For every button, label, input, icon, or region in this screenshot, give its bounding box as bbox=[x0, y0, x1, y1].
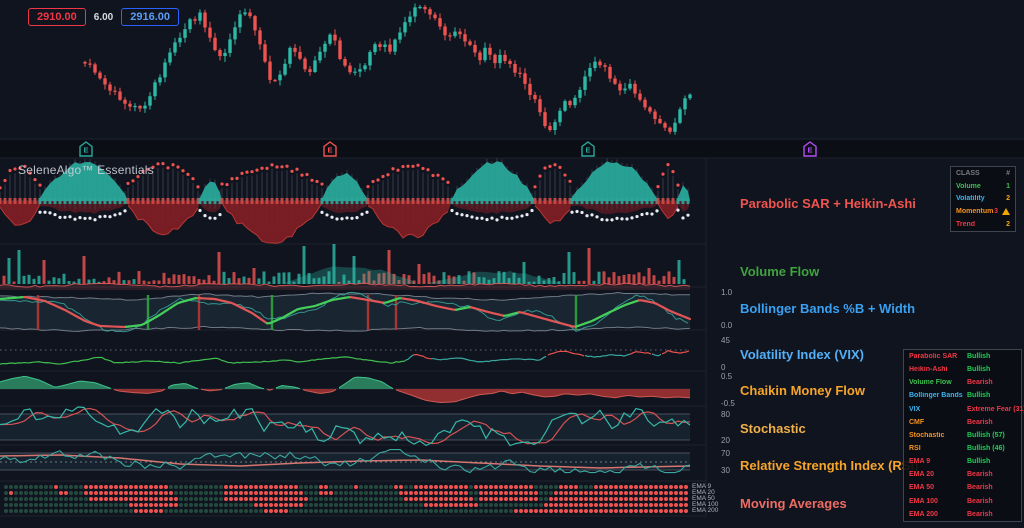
ema-legend-label: EMA 100 bbox=[692, 501, 719, 508]
price-spread-value: 6.00 bbox=[93, 11, 114, 23]
status-row-stochastic: Stochastic Bullish (57) bbox=[909, 431, 1005, 439]
ema-legend-label: EMA 9 bbox=[692, 483, 712, 490]
panel-label-bollinger-bands-b-width: Bollinger Bands %B + Width bbox=[740, 301, 916, 316]
status-row-ema-200: EMA 200 Bearish bbox=[909, 510, 993, 518]
axis-tick-label: 45 bbox=[721, 336, 730, 345]
axis-tick-label: 30 bbox=[721, 466, 730, 475]
class-row-momentum: Momentum 3 bbox=[951, 205, 1015, 218]
svg-text:E: E bbox=[83, 146, 88, 155]
axis-tick-label: 20 bbox=[721, 436, 730, 445]
indicator-status-table: Parabolic SAR Bullish Heikin-Ashi Bullish Vo… bbox=[903, 349, 1024, 522]
status-row-vix: VIX Extreme Fear (31) bbox=[909, 405, 1024, 413]
panel-label-parabolic-sar-heikin-ashi: Parabolic SAR + Heikin-Ashi bbox=[740, 196, 916, 211]
class-row-volume: Volume 1 bbox=[956, 182, 1010, 190]
axis-tick-label: 70 bbox=[721, 449, 730, 458]
status-row-parabolic-sar: Parabolic SAR Bullish bbox=[909, 353, 991, 361]
status-row-volume-flow: Volume Flow Bearish bbox=[909, 379, 993, 387]
event-badge-3[interactable]: E bbox=[581, 141, 595, 157]
axis-tick-label: -0.5 bbox=[721, 399, 735, 408]
status-row-bollinger-bands: Bollinger Bands Bullish bbox=[909, 392, 991, 400]
status-row-ema-100: EMA 100 Bearish bbox=[909, 497, 993, 505]
event-badge-2[interactable]: E bbox=[323, 141, 337, 157]
svg-text:E: E bbox=[585, 146, 590, 155]
axis-tick-label: 0 bbox=[721, 363, 726, 372]
status-row-ema-20: EMA 20 Bearish bbox=[909, 471, 993, 479]
status-row-ema-50: EMA 50 Bearish bbox=[909, 484, 993, 492]
ema-legend-label: EMA 200 bbox=[692, 507, 719, 514]
status-row-ema-9: EMA 9 Bullish bbox=[909, 458, 991, 466]
panel-label-volume-flow: Volume Flow bbox=[740, 264, 820, 279]
event-badge-1[interactable]: E bbox=[79, 141, 93, 157]
ask-price-badge[interactable]: 2916.00 bbox=[121, 8, 179, 26]
class-table-header: CLASS # bbox=[956, 169, 1010, 177]
panel-label-volatility-index-vix: Volatility Index (VIX) bbox=[740, 347, 865, 362]
panel-label-chaikin-money-flow: Chaikin Money Flow bbox=[740, 383, 865, 398]
bid-price-badge[interactable]: 2910.00 bbox=[28, 8, 86, 26]
status-row-cmf: CMF Bearish bbox=[909, 418, 993, 426]
axis-tick-label: 80 bbox=[721, 410, 730, 419]
axis-tick-label: 0.0 bbox=[721, 321, 733, 330]
class-row-volatility: Volatility 2 bbox=[956, 195, 1010, 203]
svg-text:E: E bbox=[327, 146, 332, 155]
ema-legend-label: EMA 20 bbox=[692, 489, 715, 496]
class-summary-table: CLASS # Volume 1 Volatility 2 Momentum 3 Trend 2 bbox=[950, 166, 1016, 232]
status-row-rsi: RSI Bullish (46) bbox=[909, 445, 1005, 453]
panel-label-relative-strength-index-rsi: Relative Strength Index (RSI) bbox=[740, 458, 919, 473]
ema-legend-label: EMA 50 bbox=[692, 495, 715, 502]
indicator-watermark: SeleneAlgo™ Essentials bbox=[18, 163, 154, 177]
class-row-trend: Trend 2 bbox=[956, 221, 1010, 229]
axis-tick-label: 0.5 bbox=[721, 372, 733, 381]
status-row-heikin-ashi: Heikin-Ashi Bullish bbox=[909, 366, 991, 374]
price-badges-row: 2910.00 6.00 2916.00 bbox=[28, 8, 179, 26]
event-badge-4[interactable]: E bbox=[803, 141, 817, 157]
warning-icon bbox=[1002, 208, 1010, 216]
panel-label-stochastic: Stochastic bbox=[740, 421, 806, 436]
axis-tick-label: 1.0 bbox=[721, 288, 733, 297]
panel-label-moving-averages: Moving Averages bbox=[740, 496, 847, 511]
svg-text:E: E bbox=[807, 146, 812, 155]
